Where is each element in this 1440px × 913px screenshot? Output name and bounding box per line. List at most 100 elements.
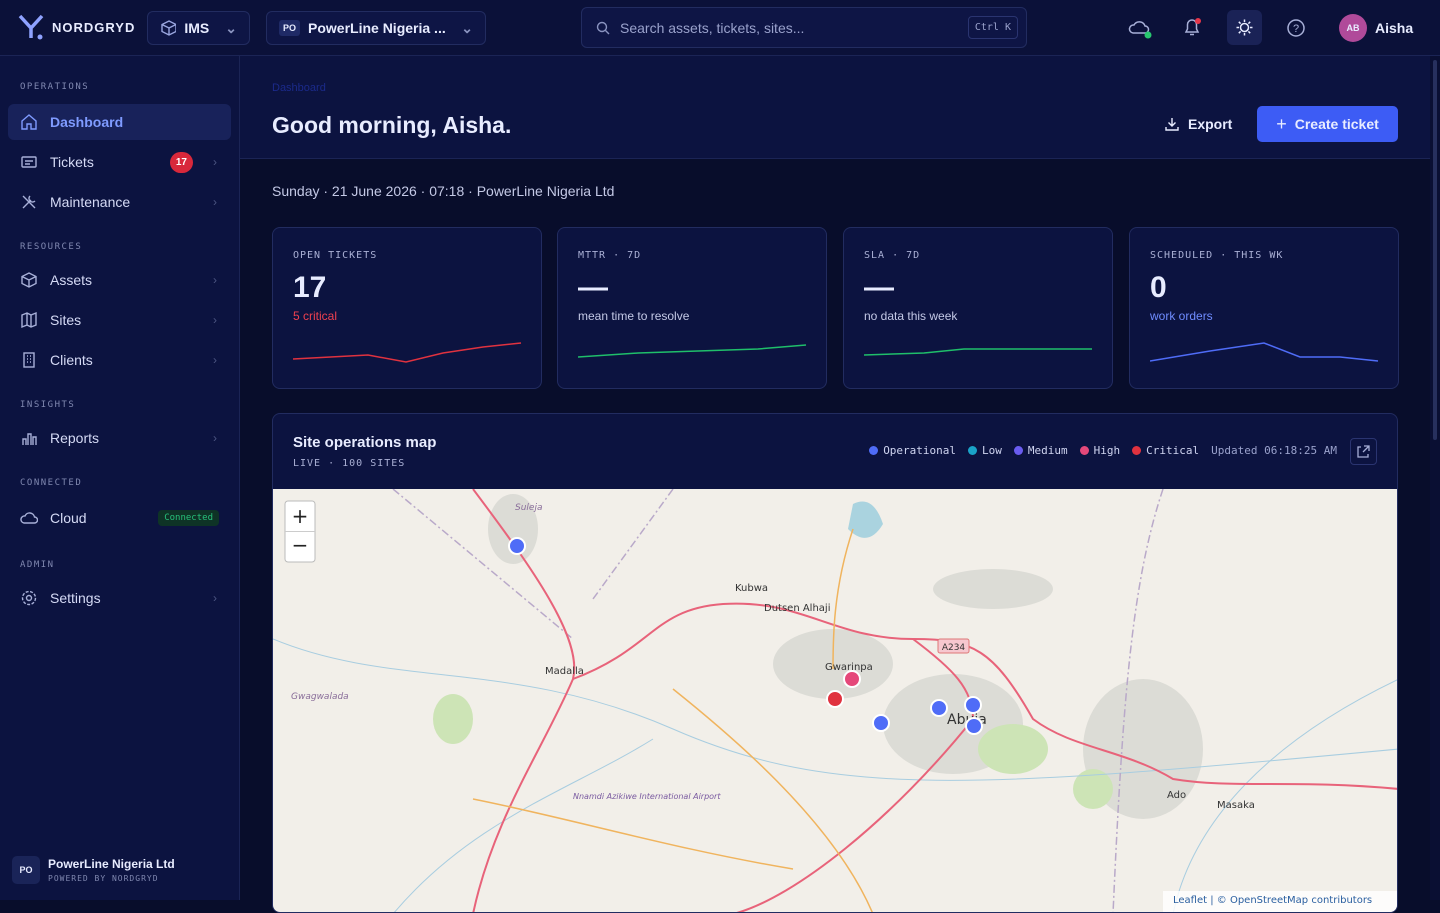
help[interactable]: ? [1286, 18, 1306, 38]
org-switch[interactable]: PO PowerLine Nigeria ... ⌄ [266, 11, 486, 45]
icon [1165, 118, 1179, 131]
zoom-out[interactable]: − [292, 533, 309, 557]
icon [22, 195, 36, 209]
section-title: ADMIN [20, 560, 55, 570]
map-updated: Updated 06:18:25 AM [1211, 444, 1337, 457]
icon [21, 311, 37, 329]
nav-label: Dashboard [50, 114, 124, 130]
place-label: Kubwa [735, 583, 768, 594]
site-marker[interactable] [508, 537, 526, 555]
site-marker[interactable] [843, 670, 861, 688]
nav: OPERATIONS Dashboard Tickets 17 › Maintenance… [0, 56, 239, 616]
icon [20, 512, 38, 524]
nav-label: Assets [50, 272, 93, 288]
site-marker[interactable] [964, 696, 982, 714]
nav-item[interactable]: Sites › [8, 302, 231, 338]
nav-label: Tickets [50, 154, 94, 170]
icon [596, 21, 610, 34]
sidebar-footer: PO PowerLine Nigeria Ltd POWERED BY NORD… [12, 856, 175, 884]
nav-item[interactable]: Maintenance › [8, 184, 231, 220]
kpi-value: — [864, 271, 894, 304]
legend-swatch [1132, 446, 1142, 455]
map-title: Site operations map [293, 434, 437, 451]
chevron: › [213, 353, 217, 367]
site-marker[interactable] [930, 699, 948, 717]
place-label: Nnamdi Azikiwe International Airport [573, 792, 721, 801]
legend-item: Low [968, 444, 1002, 457]
nav-item[interactable]: Tickets 17 › [8, 144, 231, 180]
cloud-status[interactable] [1128, 16, 1154, 42]
legend-label: High [1093, 444, 1121, 457]
site-marker[interactable] [872, 714, 890, 732]
site-marker[interactable] [965, 717, 983, 735]
icon [23, 352, 35, 368]
notifications[interactable] [1182, 16, 1206, 40]
page-header: Dashboard Good morning, Aisha. Export + C… [240, 56, 1430, 159]
nav-label: Clients [50, 352, 93, 368]
module-switch[interactable]: IMS ⌄ [147, 11, 250, 45]
nav-label: Cloud [50, 510, 87, 526]
icon [21, 272, 37, 288]
kpi-card: SCHEDULED · THIS WK 0 work orders [1129, 227, 1399, 389]
place-label: Suleja [515, 503, 542, 513]
nav-label: Reports [50, 430, 100, 446]
kpi-label: SLA · 7D [864, 250, 921, 261]
map-subtitle: LIVE · 100 SITES [293, 458, 406, 469]
legend-swatch [1079, 446, 1089, 455]
theme-toggle[interactable] [1227, 10, 1262, 45]
export-label: Export [1188, 116, 1233, 132]
place-label: Gwagwalada [291, 692, 349, 702]
footer-powered: POWERED BY NORDGRYD [48, 874, 159, 883]
nav-item[interactable]: Clients › [8, 342, 231, 378]
breadcrumb[interactable]: Dashboard [272, 82, 326, 94]
search-placeholder: Search assets, tickets, sites... [620, 19, 805, 36]
kpi-label: SCHEDULED · THIS WK [1150, 250, 1284, 261]
org-badge: PO [12, 856, 40, 884]
map[interactable]: + − Suleja Kubwa Dutsen Alhaji Madalla G… [273, 489, 1398, 913]
place-label: Masaka [1217, 800, 1255, 811]
kpi-sub: no data this week [864, 309, 958, 323]
nav-status: Connected [158, 510, 219, 526]
map-legend: Operational Low Medium High Critical Updated … [869, 444, 1337, 457]
legend-label: Critical [1146, 444, 1200, 457]
legend-swatch [869, 446, 879, 455]
kpi-label: MTTR · 7D [578, 250, 642, 261]
section-title: CONNECTED [20, 478, 83, 488]
kpi-value: — [578, 271, 608, 304]
avatar: AB [1339, 14, 1367, 42]
icon [21, 114, 37, 130]
greeting: Good morning, Aisha. [272, 112, 512, 138]
search[interactable]: Search assets, tickets, sites... Ctrl K [581, 7, 1027, 48]
place-label: Ado [1167, 790, 1186, 801]
nav-item[interactable]: Assets › [8, 262, 231, 298]
icon: + [1276, 113, 1287, 134]
open-map[interactable] [1350, 438, 1377, 465]
legend-label: Medium [1027, 444, 1068, 457]
create-ticket-button[interactable]: + Create ticket [1257, 106, 1398, 142]
brand[interactable]: NORDGRYD [18, 14, 135, 40]
nav-item[interactable]: Dashboard [8, 104, 231, 140]
kpi-card: SLA · 7D — no data this week [843, 227, 1113, 389]
nav-item[interactable]: Reports › [8, 420, 231, 456]
kpi-sub: work orders [1150, 309, 1213, 323]
site-marker[interactable] [826, 690, 844, 708]
scrollbar[interactable] [1430, 56, 1440, 900]
user-menu[interactable]: AB Aisha [1339, 14, 1413, 42]
nav-item[interactable]: Cloud Connected [8, 498, 231, 538]
attribution[interactable]: Leaflet | © OpenStreetMap contributors [1173, 895, 1372, 906]
nav-item[interactable]: Settings › [8, 580, 231, 616]
map-panel: Site operations map LIVE · 100 SITES Ope… [272, 413, 1398, 913]
place-label: Gwarinpa [825, 662, 873, 673]
nav-label: Settings [50, 590, 101, 606]
kpi-card: MTTR · 7D — mean time to resolve [557, 227, 827, 389]
chevron: › [213, 195, 217, 209]
zoom-in[interactable]: + [292, 504, 309, 528]
create-label: Create ticket [1294, 116, 1379, 132]
icon [161, 20, 177, 36]
chevron: › [213, 313, 217, 327]
sidebar: OPERATIONS Dashboard Tickets 17 › Maintenance… [0, 56, 240, 900]
export-button[interactable]: Export [1164, 106, 1232, 142]
kpi-value: 17 [293, 271, 327, 304]
org: PowerLine Nigeria ... [308, 20, 446, 36]
